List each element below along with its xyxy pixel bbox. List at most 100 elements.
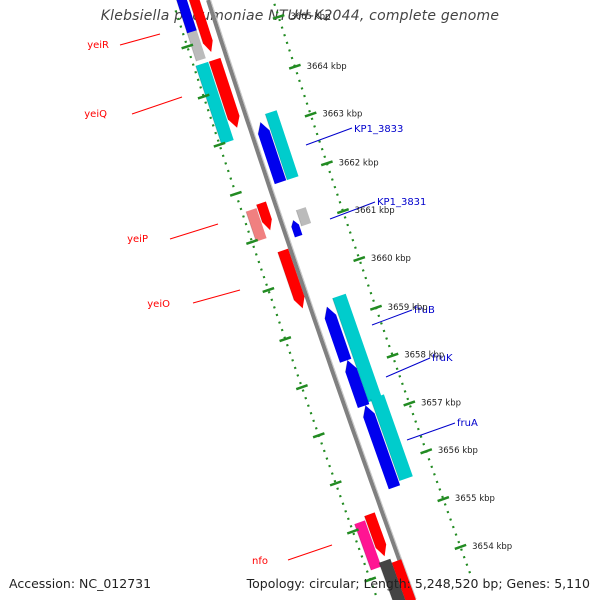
scale-tick (386, 352, 399, 359)
leader-fruK (385, 357, 431, 378)
outer-dotted-guide (271, 0, 474, 580)
gene-fruA-cyan (370, 394, 413, 481)
gene-KP1_3831-gray (296, 207, 312, 227)
leader-yeiP (169, 223, 219, 240)
leader-KP1_3831 (329, 201, 376, 220)
gene-fruB-arrow (324, 306, 352, 363)
label-KP1_3831: KP1_3831 (377, 197, 426, 208)
gene-KP1_3831-arrow-edge (290, 220, 294, 228)
label-nfo: nfo (252, 556, 268, 567)
scale-tick-inner (279, 335, 292, 343)
scale-tick (454, 543, 467, 551)
gene-fruA-cyan-edge (370, 398, 401, 482)
gene-yeiQ-cyan (195, 61, 234, 145)
scale-tick (288, 63, 301, 70)
scale-tick-label: 3656 kbp (438, 446, 478, 456)
gene-yeiP-pink (246, 208, 267, 242)
feature-bottom-dark-edge (378, 562, 394, 600)
scale-tick-label: 3660 kbp (371, 254, 411, 264)
label-KP1_3833: KP1_3833 (354, 124, 403, 135)
gene-fruK-arrow (345, 360, 370, 408)
gene-yeiR-arrow (189, 0, 213, 52)
label-yeiR: yeiR (87, 40, 109, 51)
gene-labels: yeiR yeiQ yeiP yeiO nfo KP1_3833 KP1_3831 fruB f… (84, 40, 478, 567)
scale-tick (369, 304, 383, 311)
scale-tick-inner (346, 528, 359, 535)
leader-KP1_3833 (305, 127, 353, 146)
dotted-guide-lines (174, 0, 474, 600)
gene-KP1_3833-cyan-edge (264, 113, 288, 181)
scale-tick (353, 255, 366, 263)
scale-tick-inner (229, 190, 242, 197)
gene-features (175, 0, 416, 600)
gene-nfo-red-arrow (364, 512, 387, 557)
scale-tick (420, 448, 433, 455)
inner-dotted-guide (174, 10, 379, 600)
backbone-line (206, 0, 416, 600)
gene-KP1_3833-cyan (265, 110, 299, 180)
gene-fruA-arrow-edge (362, 405, 366, 418)
scale-tick-label: 3665 kbp (290, 12, 330, 22)
leader-nfo (287, 544, 333, 561)
label-yeiO: yeiO (147, 299, 170, 310)
feature-yeiR-gray (186, 28, 206, 62)
label-fruB: fruB (414, 305, 435, 316)
scale-tick-label: 3662 kbp (339, 158, 379, 168)
genome-backbone (206, 0, 417, 600)
gene-yeiQ-cyan-edge (195, 65, 222, 145)
topology-text: Topology: circular; Length: 5,248,520 bp… (246, 576, 590, 591)
gene-nfo-magenta (354, 520, 382, 571)
gene-yeiR-arrow-edge (188, 0, 204, 44)
feature-bottom-dark (379, 558, 406, 600)
accession-text: Accession: NC_012731 (9, 576, 152, 591)
gene-yeiP-red-arrow (256, 201, 272, 231)
gene-KP1_3831-gray-edge (295, 210, 303, 227)
leader-fruB (371, 309, 413, 326)
gene-KP1_3833-arrow (258, 122, 287, 185)
scale-tick-label: 3659 kbp (388, 303, 428, 313)
label-leader-lines (119, 33, 456, 561)
label-fruK: fruK (432, 353, 453, 364)
scale-tick-inner (181, 43, 194, 50)
gene-yeiO-arrow-edge (277, 252, 295, 301)
gene-nfo-red-arrow-edge (363, 515, 377, 549)
gene-fruA-arrow (363, 405, 401, 490)
gene-yeiQ-red-arrow (209, 57, 240, 128)
gene-fruB-arrow-edge (324, 306, 328, 319)
backbone-highlight (210, 0, 417, 600)
scale-tick-inner (329, 480, 342, 487)
scale-tick-inner (262, 286, 275, 294)
scale-tick-inner (197, 93, 210, 100)
scale-tick-label: 3663 kbp (322, 110, 362, 120)
label-yeiP: yeiP (127, 234, 148, 245)
leader-yeiR (119, 33, 161, 46)
scale-tick-inner (213, 141, 226, 148)
gene-fruB-cyan (332, 293, 382, 403)
scale-tick-label: 3658 kbp (404, 351, 444, 361)
gene-nfo-magenta-edge (354, 523, 372, 571)
leader-fruA (406, 422, 456, 441)
scale-tick (336, 208, 350, 215)
label-fruA: fruA (457, 418, 478, 429)
scale-ticks: 3665 kbp 3664 kbp 3663 kbp 3662 kbp 3661 kbp… (181, 12, 512, 583)
leader-yeiO (192, 289, 241, 304)
scale-tick-inner (245, 238, 259, 245)
scale-tick-label: 3664 kbp (307, 62, 347, 72)
scale-tick-label: 3661 kbp (355, 206, 395, 216)
scale-tick-label: 3657 kbp (421, 398, 461, 408)
scale-tick-label: 3654 kbp (472, 542, 512, 552)
scale-tick (403, 400, 416, 407)
scale-tick-inner (312, 432, 325, 439)
scale-tick (272, 13, 285, 20)
label-yeiQ: yeiQ (84, 109, 107, 120)
scale-tick (320, 160, 333, 167)
gene-yeiP-pink-edge (245, 211, 257, 242)
gene-yeiQ-red-arrow-edge (208, 61, 229, 120)
gene-KP1_3831-arrow (291, 220, 303, 238)
gene-KP1_3833-arrow-edge (257, 122, 261, 135)
feature-bottom-red (391, 559, 416, 600)
scale-tick-inner (295, 384, 308, 391)
feature-bottom-red-edge (391, 562, 406, 600)
leader-yeiQ (131, 96, 183, 115)
